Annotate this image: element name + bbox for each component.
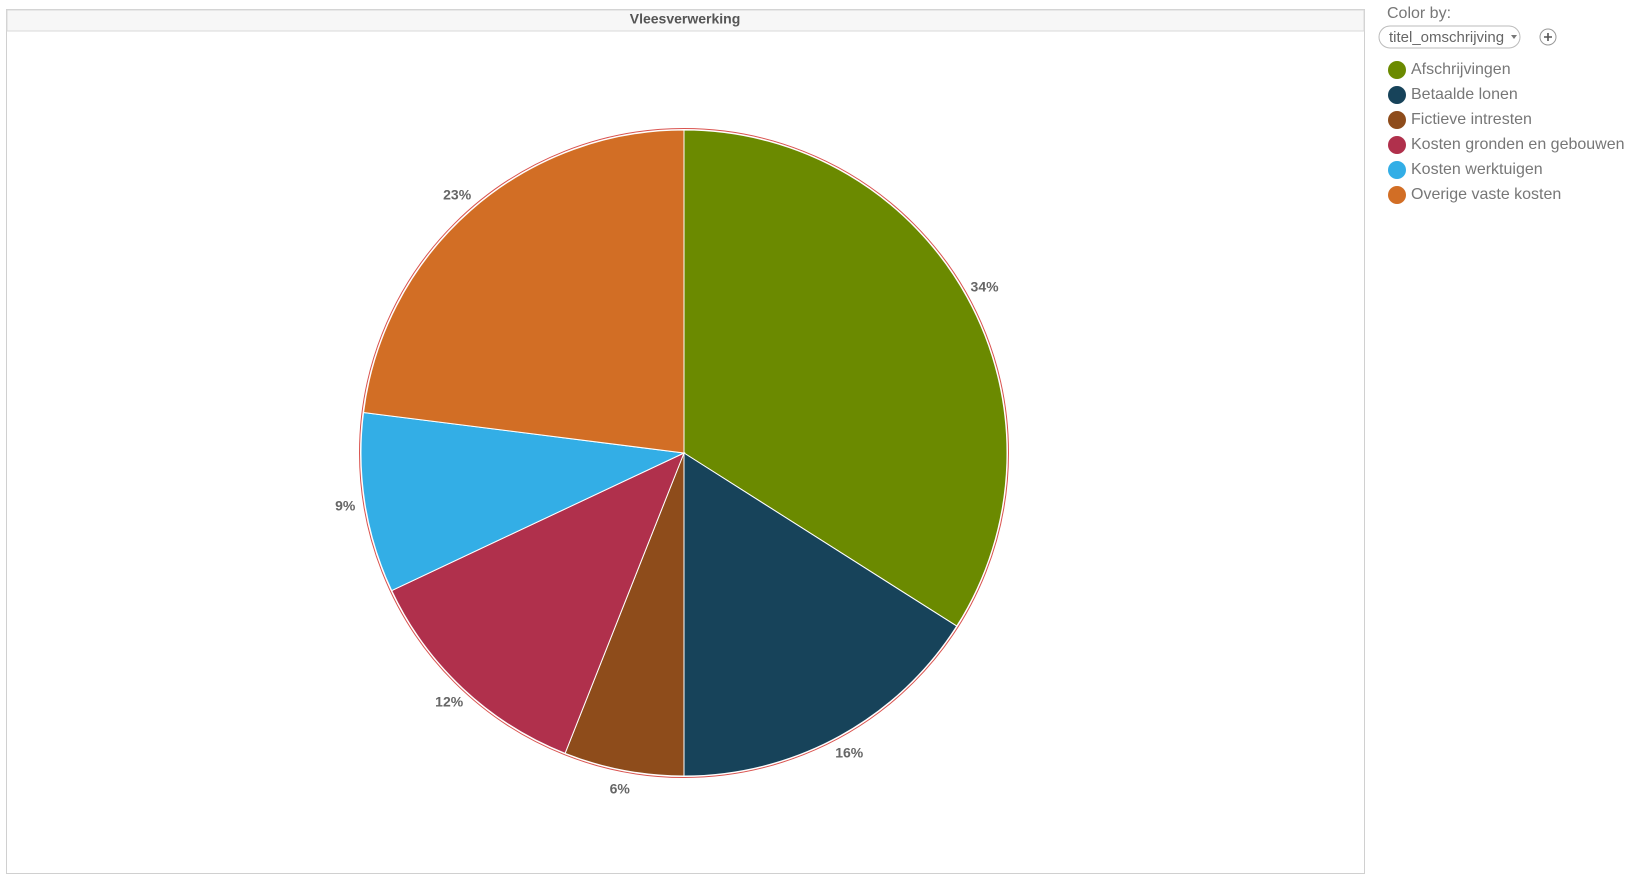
pie-slice[interactable] bbox=[391, 452, 685, 754]
legend-swatch[interactable] bbox=[1388, 186, 1406, 204]
pie-slice[interactable] bbox=[360, 411, 686, 592]
color-by-label: Color by: bbox=[1387, 5, 1451, 22]
data-label: 34% bbox=[971, 278, 1000, 294]
data-label: 12% bbox=[435, 694, 464, 710]
legend-swatch[interactable] bbox=[1388, 86, 1406, 104]
pie-slice[interactable] bbox=[683, 452, 958, 777]
legend-label[interactable]: Betaalde lonen bbox=[1411, 86, 1518, 103]
pie-slice[interactable] bbox=[683, 129, 1008, 627]
legend-label[interactable]: Kosten werktuigen bbox=[1411, 161, 1543, 178]
legend-swatch[interactable] bbox=[1388, 161, 1406, 179]
legend-swatch[interactable] bbox=[1388, 61, 1406, 79]
title-bar bbox=[6, 9, 1365, 32]
legend-label[interactable]: Fictieve intresten bbox=[1411, 111, 1532, 128]
dropdown-text[interactable]: titel_omschrijving bbox=[1389, 29, 1504, 46]
legend-swatch[interactable] bbox=[1388, 111, 1406, 129]
dropdown[interactable] bbox=[1378, 25, 1521, 49]
pie-outline bbox=[359, 128, 1009, 778]
chart-title: Vleesverwerking bbox=[630, 11, 741, 27]
data-label: 6% bbox=[610, 781, 631, 797]
add-icon[interactable] bbox=[1544, 33, 1552, 41]
dropdown-arrow[interactable] bbox=[1511, 35, 1517, 39]
data-label: 16% bbox=[835, 744, 864, 760]
legend-label[interactable]: Overige vaste kosten bbox=[1411, 186, 1561, 203]
pie-slice[interactable] bbox=[564, 452, 685, 777]
legend-label[interactable]: Kosten gronden en gebouwen bbox=[1411, 136, 1625, 153]
legend-label[interactable]: Afschrijvingen bbox=[1411, 61, 1511, 78]
legend-swatch[interactable] bbox=[1388, 136, 1406, 154]
pie-slice[interactable] bbox=[362, 129, 685, 454]
data-label: 23% bbox=[443, 186, 472, 202]
data-label: 9% bbox=[335, 497, 356, 513]
